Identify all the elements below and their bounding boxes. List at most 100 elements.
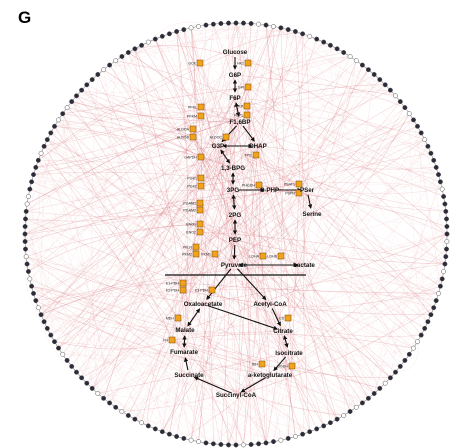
network-edge — [128, 52, 446, 265]
ring-node — [33, 298, 39, 304]
network-edge — [71, 101, 202, 179]
network-edge — [280, 27, 284, 257]
network-edge — [33, 174, 305, 266]
ring-node — [107, 62, 113, 68]
network-edge — [234, 214, 357, 408]
ring-node — [196, 439, 201, 445]
network-edge — [134, 233, 448, 420]
network-edge — [81, 89, 300, 185]
network-edge — [58, 347, 344, 416]
network-edge — [66, 253, 216, 361]
network-edge — [71, 101, 428, 147]
ring-node — [285, 27, 291, 33]
enzyme-label: LDHB — [267, 254, 277, 258]
enzyme-box — [255, 181, 263, 189]
network-edge — [128, 52, 202, 158]
network-edge — [91, 97, 236, 389]
network-edge — [265, 255, 282, 443]
network-edge — [176, 31, 429, 322]
network-edge — [25, 218, 104, 399]
ring-node — [397, 99, 403, 105]
ring-node — [38, 312, 44, 318]
network-edge — [217, 27, 282, 147]
network-edge — [255, 29, 289, 156]
network-edge — [200, 185, 267, 443]
enzyme-pkm1: PKM1 — [201, 250, 219, 258]
ring-node — [23, 216, 28, 222]
network-edge — [200, 156, 369, 399]
network-edge — [38, 160, 234, 169]
ring-node — [278, 437, 284, 443]
network-edge — [97, 74, 271, 191]
enzyme-label: HK1 — [237, 61, 244, 65]
metabolite-glucose: Glucose — [223, 49, 248, 56]
enzyme-hk1: HK1 — [237, 59, 252, 67]
network-edge — [183, 29, 236, 241]
network-edge — [409, 113, 439, 294]
network-edge — [148, 153, 432, 427]
network-edge — [183, 374, 271, 439]
network-edge — [235, 23, 252, 396]
network-edge — [40, 153, 284, 332]
network-edge — [200, 177, 214, 444]
network-edge — [330, 45, 386, 384]
network-edge — [199, 62, 375, 394]
ring-node — [256, 21, 262, 27]
enzyme-aldoc: ALDOC — [210, 133, 230, 141]
network-edge — [208, 289, 222, 445]
network-edge — [262, 113, 410, 257]
network-edge — [54, 339, 173, 350]
network-edge — [234, 51, 432, 315]
network-edge — [257, 145, 338, 420]
reaction-arrow — [193, 376, 232, 394]
network-edge — [234, 74, 422, 336]
network-edge — [47, 139, 184, 291]
ring-node — [444, 224, 450, 229]
ring-node — [436, 290, 441, 296]
ring-node — [285, 435, 291, 441]
ring-node — [411, 117, 416, 123]
network-edge — [243, 23, 351, 412]
network-edge — [28, 271, 149, 426]
network-edge — [109, 64, 290, 354]
enzyme-box — [196, 206, 204, 214]
enzyme-label: ENO1 — [186, 222, 196, 226]
network-edge — [35, 24, 207, 301]
network-edge — [199, 202, 338, 420]
network-edge — [200, 139, 425, 179]
network-edge — [287, 146, 429, 319]
network-edge — [176, 31, 189, 331]
network-edge — [192, 136, 391, 378]
metabolite-citrate: Citrate — [273, 328, 293, 335]
network-edge — [128, 36, 317, 53]
ring-node — [271, 23, 276, 29]
enzyme-label: FH — [163, 338, 168, 342]
metabolite-succoa: Succinyl-CoA — [216, 392, 257, 399]
network-edge — [35, 300, 87, 384]
network-edge — [43, 146, 264, 257]
ring-node — [406, 111, 412, 117]
ring-node — [418, 332, 424, 338]
network-edge — [38, 306, 54, 336]
ring-node — [428, 312, 434, 318]
network-edge — [356, 132, 422, 408]
network-edge — [134, 48, 439, 175]
enzyme-label: PKM1 — [201, 252, 211, 256]
ring-node — [152, 426, 158, 432]
ring-node — [347, 54, 353, 59]
metabolite-g6p: G6P — [229, 72, 241, 79]
network-edge — [190, 27, 441, 287]
network-edge — [54, 341, 271, 376]
network-edge — [269, 285, 441, 307]
enzyme-pkm2: PKM2 — [182, 250, 200, 258]
ring-node — [23, 254, 29, 260]
network-edge — [25, 218, 437, 301]
network-edge — [162, 239, 236, 432]
network-edge — [413, 119, 441, 287]
network-edge — [47, 139, 422, 336]
enzyme-label: TPI1 — [244, 153, 252, 157]
network-edge — [298, 192, 429, 322]
ring-node — [27, 276, 33, 282]
network-edge — [40, 153, 110, 403]
